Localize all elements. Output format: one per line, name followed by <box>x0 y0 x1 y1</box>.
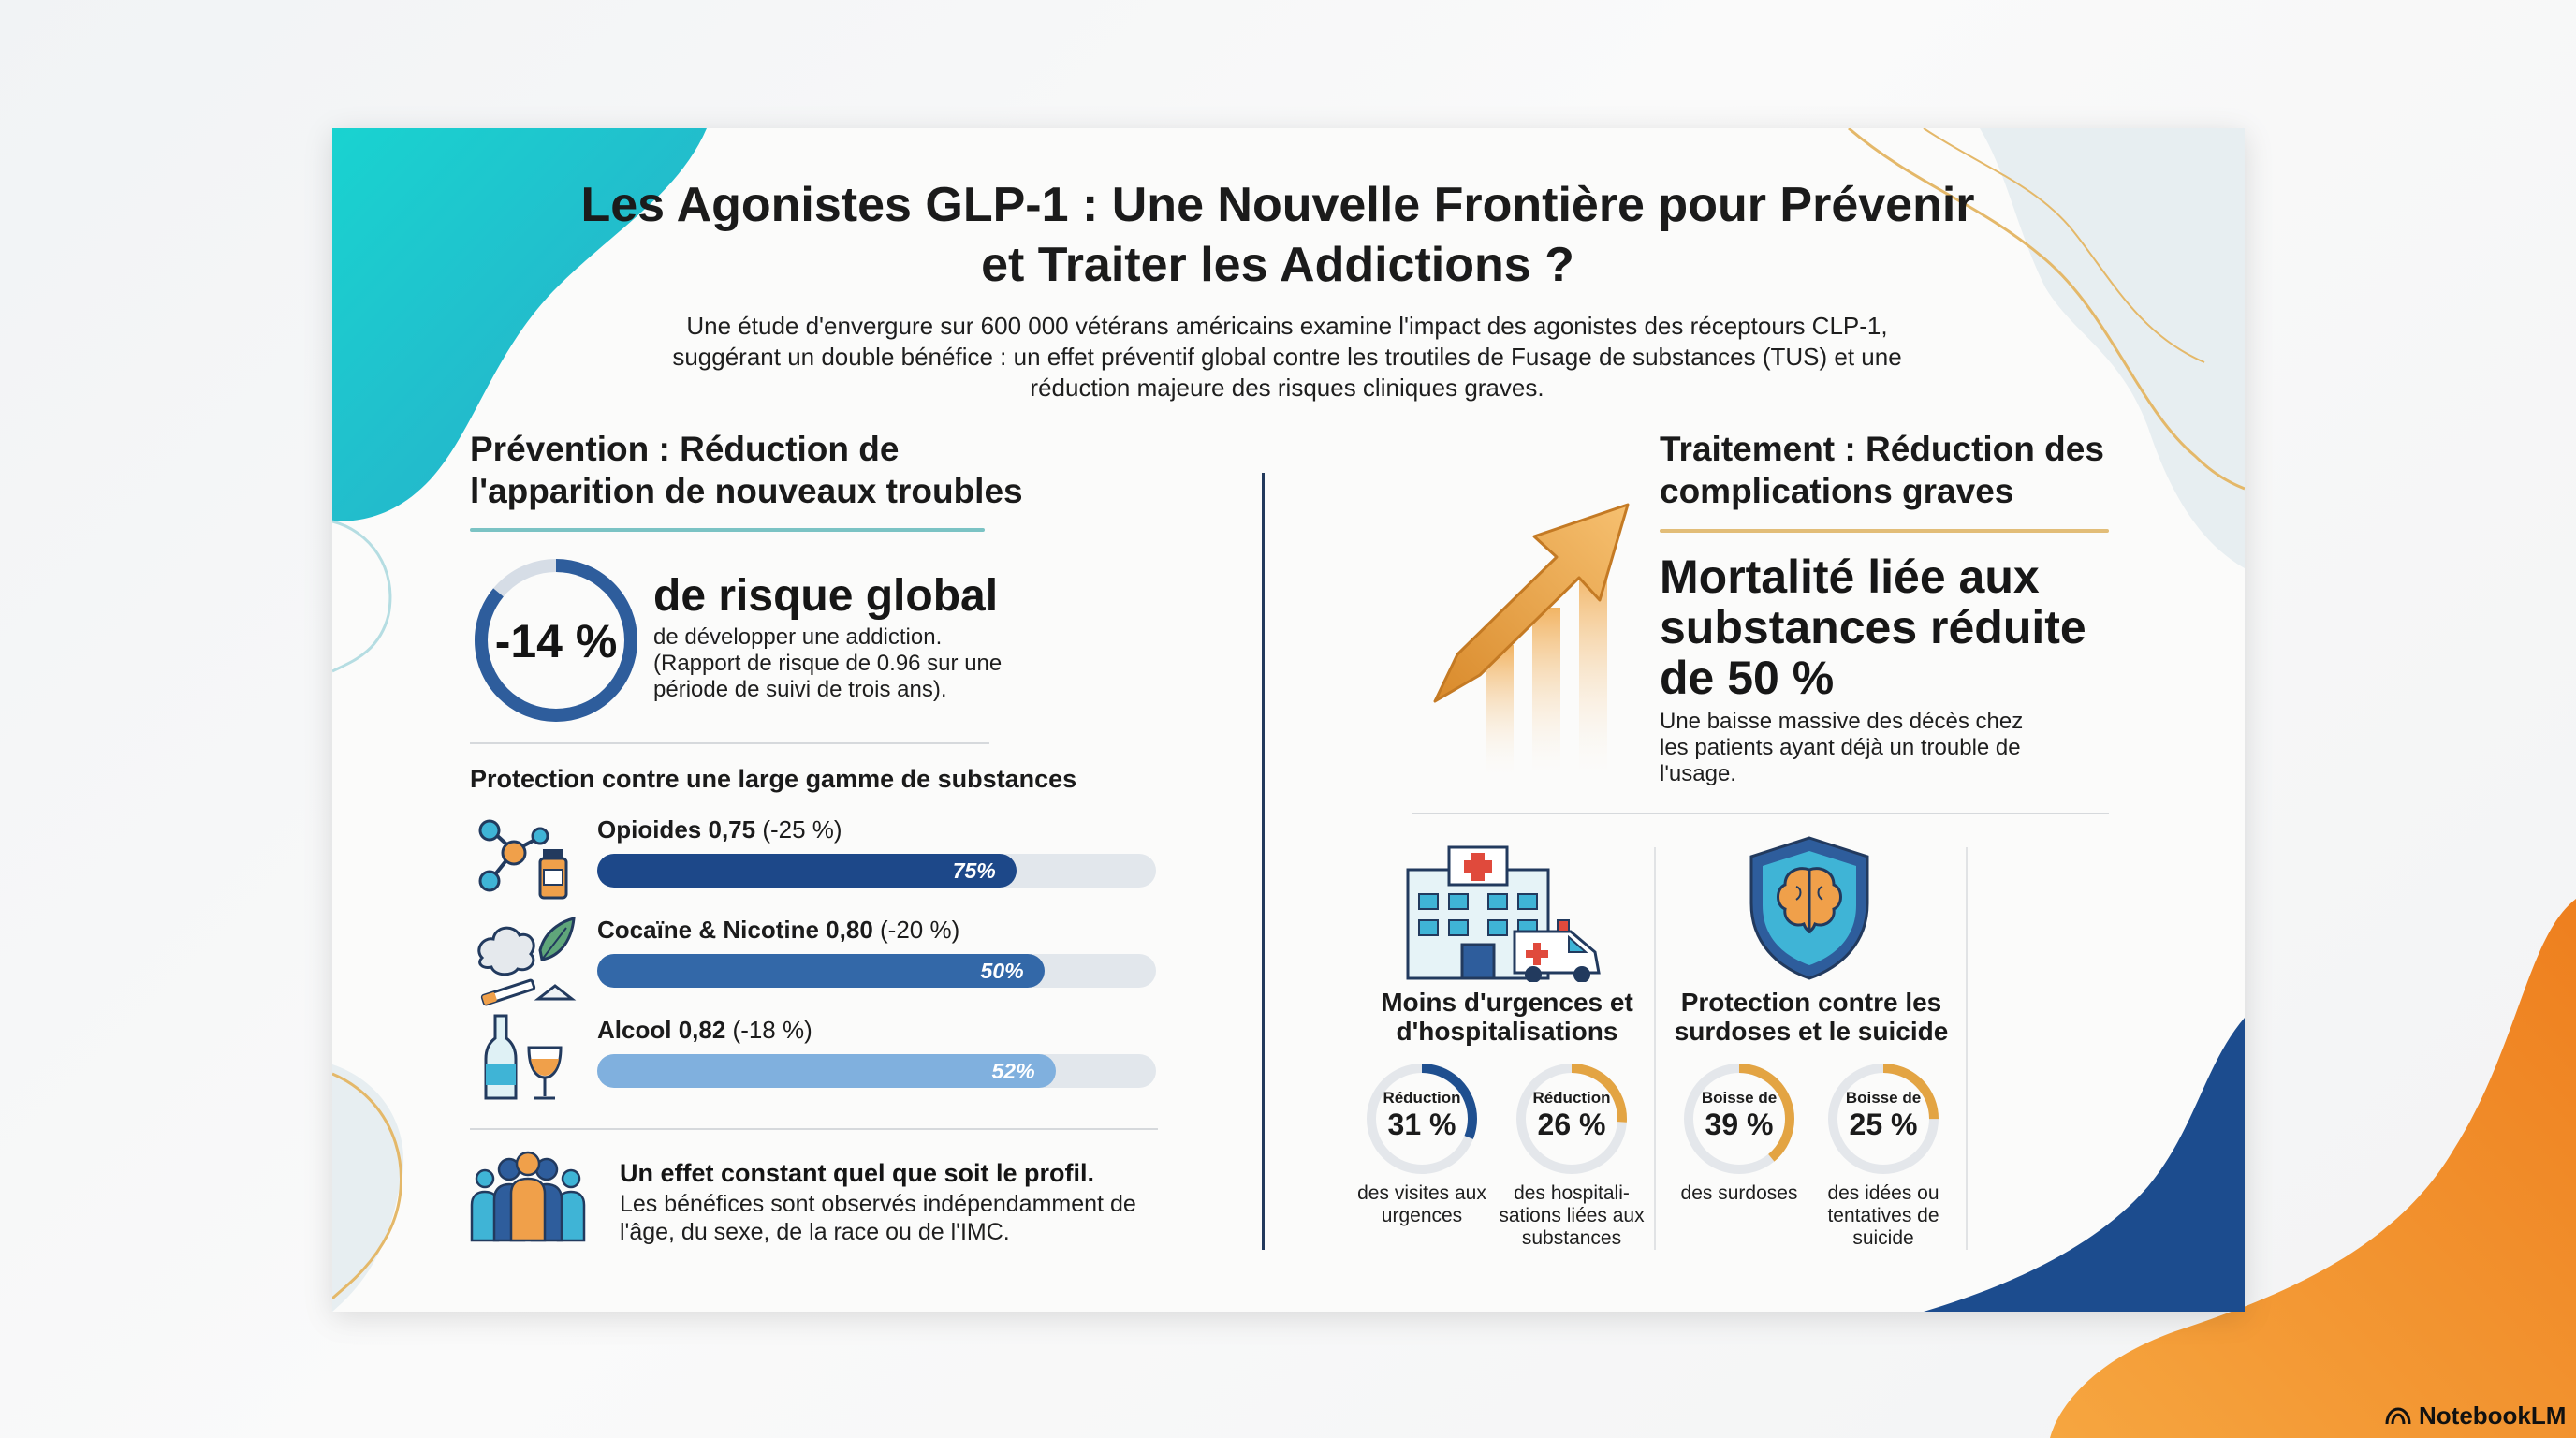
alcohol-bar-fill: 52% <box>597 1054 1056 1088</box>
people-group-icon <box>470 1151 586 1242</box>
cocaine-nicotine-bar-fill: 50% <box>597 954 1045 988</box>
hospital-ambulance-icon <box>1406 845 1601 982</box>
suicide-caption: des idées ou tentatives de suicide <box>1827 1182 1939 1249</box>
notebooklm-icon <box>2385 1406 2411 1424</box>
notebooklm-logo: NotebookLM <box>2385 1401 2566 1431</box>
protection-heading: Protection contre une large gamme de sub… <box>470 765 1077 793</box>
emergency-visits-ring-value: 31 % <box>1387 1108 1456 1141</box>
alcohol-bar-track: 52% <box>597 1054 1156 1088</box>
opioids-bar-track: 75% <box>597 854 1156 888</box>
opioids-bar-fill: 75% <box>597 854 1017 888</box>
profile-text: Les bénéfices sont observés indépendamme… <box>620 1191 1136 1245</box>
prevention-underline <box>470 528 985 532</box>
treatment-heading: Traitement : Réduction des complications… <box>1660 430 2104 510</box>
bars-separator <box>470 1128 1158 1130</box>
emergency-card-heading: Moins d'urgences et d'hospitalisations <box>1381 988 1633 1046</box>
treatment-separator <box>1412 813 2109 814</box>
suicide-ring: Boisse de 25 % <box>1825 1061 1941 1177</box>
smoke-leaf-cigarette-icon <box>477 917 577 1006</box>
overdoses-ring-top: Boisse de <box>1701 1089 1778 1107</box>
suicide-ring-top: Boisse de <box>1845 1089 1922 1107</box>
bottle-glass-icon <box>484 1014 563 1100</box>
profile-heading: Un effet constant quel que soit le profi… <box>620 1159 1095 1187</box>
molecule-vial-icon <box>478 819 568 900</box>
global-risk-label: de risque global <box>653 571 999 621</box>
prevention-separator <box>470 742 989 744</box>
emergency-visits-ring: Réduction 31 % <box>1364 1061 1480 1177</box>
brain-shield-icon <box>1749 836 1869 980</box>
notebooklm-logo-text: NotebookLM <box>2419 1401 2567 1430</box>
alcohol-label: Alcool 0,82 (-18 %) <box>597 1016 812 1044</box>
column-divider <box>1262 473 1265 1250</box>
treatment-underline <box>1660 529 2109 533</box>
emergency-visits-caption: des visites aux urgences <box>1357 1182 1486 1226</box>
hospitalisations-ring-value: 26 % <box>1537 1108 1606 1141</box>
overdoses-ring-value: 39 % <box>1705 1108 1774 1141</box>
emergency-visits-ring-top: Réduction <box>1383 1089 1461 1107</box>
global-risk-description: de développer une addiction. (Rapport de… <box>653 624 1003 702</box>
opioids-label: Opioides 0,75 (-25 %) <box>597 815 842 844</box>
risk-ring-value: -14 % <box>494 615 618 668</box>
cards-separator <box>1654 847 1656 1250</box>
mortality-title: Mortalité liée aux substances réduite de… <box>1660 550 2086 704</box>
rising-arrow-icon <box>1433 503 1630 776</box>
overdoses-ring: Boisse de 39 % <box>1681 1061 1797 1177</box>
hospitalisations-caption: des hospitali-sations liées aux substanc… <box>1499 1182 1645 1249</box>
risk-ring <box>475 559 637 722</box>
infographic-card: Les Agonistes GLP-1 : Une Nouvelle Front… <box>332 128 2245 1312</box>
mortality-text: Une baisse massive des décès chez les pa… <box>1660 709 2024 786</box>
suicide-ring-value: 25 % <box>1849 1108 1918 1141</box>
prevention-heading: Prévention : Réduction de l'apparition d… <box>470 430 1023 510</box>
cards-right-separator <box>1966 847 1968 1250</box>
overdoses-caption: des surdoses <box>1680 1182 1798 1204</box>
cocaine-nicotine-label: Cocaïne & Nicotine 0,80 (-20 %) <box>597 916 960 944</box>
hospitalisations-ring: Réduction 26 % <box>1514 1061 1630 1177</box>
page-subtitle: Une étude d'envergure sur 600 000 vétéra… <box>672 312 1902 402</box>
overdose-card-heading: Protection contre les surdoses et le sui… <box>1674 988 1949 1046</box>
cocaine-nicotine-bar-track: 50% <box>597 954 1156 988</box>
hospitalisations-ring-top: Réduction <box>1532 1089 1611 1107</box>
page-title: Les Agonistes GLP-1 : Une Nouvelle Front… <box>580 178 1975 292</box>
